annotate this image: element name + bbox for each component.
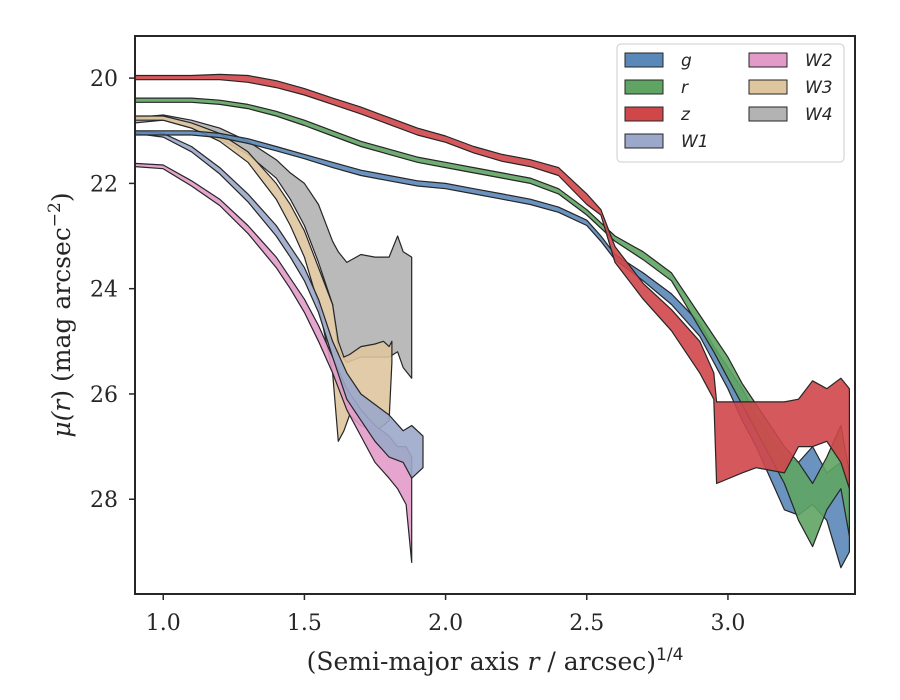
legend-label-w3: W3 xyxy=(805,78,833,98)
y-tick-label: 22 xyxy=(90,172,118,197)
plot-area xyxy=(135,73,850,569)
x-tick-label: 2.5 xyxy=(569,611,604,636)
x-tick-label: 3.0 xyxy=(710,611,745,636)
legend-label-w2: W2 xyxy=(805,51,833,71)
x-tick-label: 2.0 xyxy=(428,611,463,636)
legend-label-z: z xyxy=(680,105,691,125)
legend-label-g: g xyxy=(681,51,692,71)
legend-swatch-w1 xyxy=(624,133,664,149)
legend-box xyxy=(616,43,845,163)
legend-swatch-w3 xyxy=(748,79,788,95)
legend-swatch-z xyxy=(624,106,664,122)
legend-swatch-g xyxy=(624,52,664,68)
x-axis-label: (Semi-major axis r / arcsec)1/4 xyxy=(307,645,684,676)
y-tick-label: 24 xyxy=(90,278,118,303)
series-band-z xyxy=(135,73,850,490)
series-band-r xyxy=(135,97,850,548)
y-axis-label: μ(r) (mag arcsec−2) xyxy=(45,192,76,437)
x-tick-label: 1.5 xyxy=(287,611,322,636)
legend: grz W1 W2 W3 W4 xyxy=(616,43,845,163)
y-tick-label: 26 xyxy=(90,383,118,408)
legend-label-r: r xyxy=(681,78,689,98)
x-tick-label: 1.0 xyxy=(146,611,181,636)
y-tick-label: 20 xyxy=(90,67,118,92)
legend-swatch-r xyxy=(624,79,664,95)
axes: 1.0 1.5 2.0 2.5 3.0 20 22 24 26 28 xyxy=(90,35,856,636)
legend-label-w1: W1 xyxy=(681,132,709,152)
legend-swatch-w2 xyxy=(748,52,788,68)
axes-frame xyxy=(134,35,856,595)
series-band-w4 xyxy=(135,114,413,379)
series-band-w1 xyxy=(135,130,424,479)
series-band-w2 xyxy=(135,162,413,563)
y-tick-label: 28 xyxy=(90,488,118,513)
legend-label-w4: W4 xyxy=(805,105,833,125)
legend-swatch-w4 xyxy=(748,106,788,122)
series-band-g xyxy=(135,130,850,569)
